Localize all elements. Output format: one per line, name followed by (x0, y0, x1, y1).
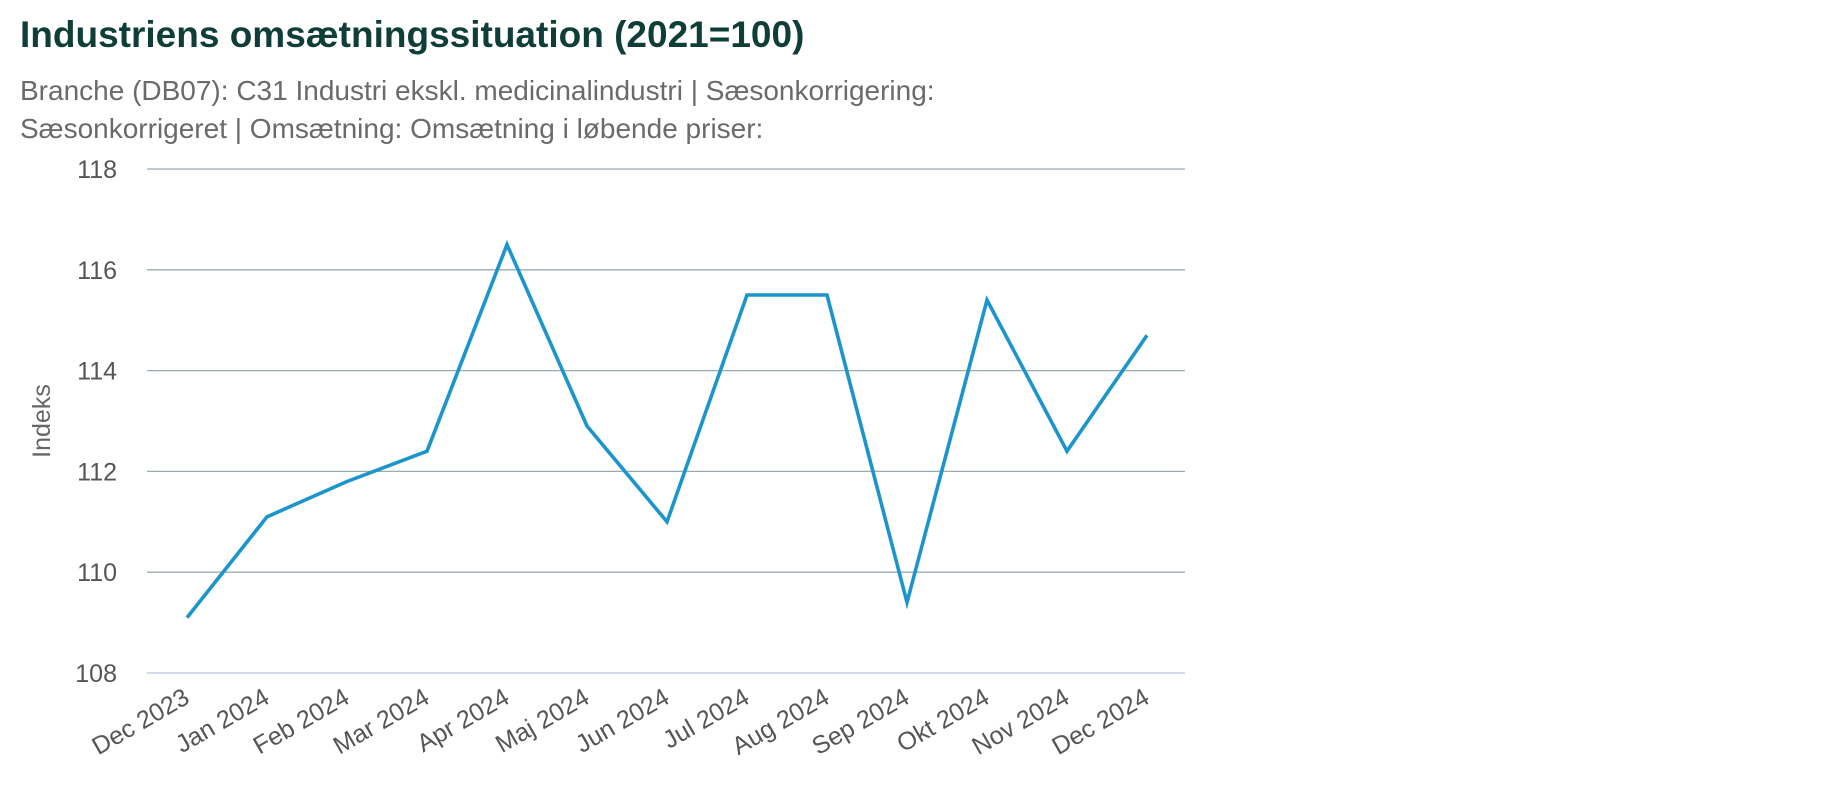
y-tick-label: 112 (77, 458, 117, 486)
y-tick-label: 110 (77, 559, 117, 587)
series-layer (185, 239, 1149, 619)
x-tick-label: Dec 2023 (87, 683, 194, 761)
y-axis-ticks: 108 110 112 114 116 118 (75, 156, 117, 688)
y-axis-title: Indeks (28, 384, 56, 458)
chart-subtitle: Branche (DB07): C31 Industri ekskl. medi… (20, 75, 935, 144)
gridlines (147, 168, 1185, 674)
series-line (185, 239, 1149, 619)
y-tick-label: 116 (77, 257, 117, 285)
y-tick-label: 118 (77, 156, 117, 184)
chart-title: Industriens omsætningssituation (2021=10… (20, 14, 805, 55)
y-tick-label: 108 (75, 660, 117, 688)
y-tick-label: 114 (77, 358, 117, 386)
